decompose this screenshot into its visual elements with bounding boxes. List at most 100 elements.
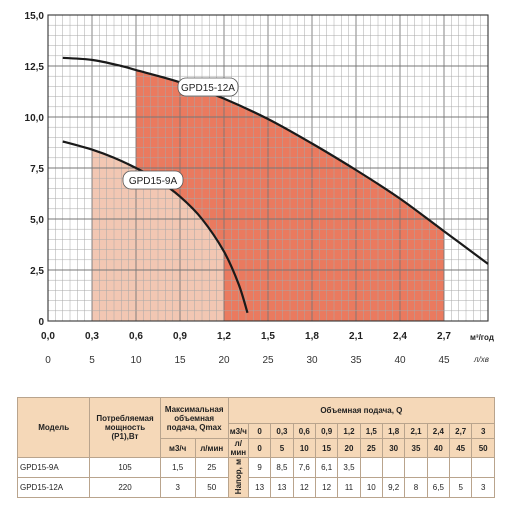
q-lmin-cell: 5 — [270, 438, 294, 458]
x-tick-label: 2,1 — [349, 331, 363, 342]
x2-tick-label: 10 — [130, 355, 142, 366]
x-tick-label: 1,5 — [261, 331, 275, 342]
head-cell: 12 — [314, 477, 339, 498]
power-cell: 220 — [89, 477, 161, 498]
x-axis-unit-label: м³/год — [470, 333, 494, 342]
header-head-label: Напор, м — [233, 458, 243, 495]
x2-tick-label: 15 — [174, 355, 186, 366]
head-cell — [426, 457, 451, 478]
pump-spec-table: Модель Потребляемая мощность (Р1),Вт Мак… — [16, 397, 496, 498]
head-cell: 12 — [292, 477, 316, 498]
x2-tick-label: 5 — [89, 355, 95, 366]
q-m3h-cell: 2,7 — [449, 423, 473, 439]
callout-gpd15-12a: GPD15-12A — [177, 77, 239, 97]
x2-tick-label: 45 — [438, 355, 450, 366]
head-cell: 8,5 — [270, 457, 294, 478]
q-m3h-cell: 1,2 — [337, 423, 361, 439]
x-tick-label: 1,8 — [305, 331, 319, 342]
x-tick-label: 0,6 — [129, 331, 143, 342]
head-cell: 11 — [337, 477, 361, 498]
q-m3h-cell: 1,8 — [381, 423, 406, 439]
x2-tick-label: 30 — [306, 355, 318, 366]
header-volume-flow: Объемная подача, Q — [227, 397, 496, 424]
chart-grid — [47, 14, 489, 322]
q-m3h-cell: 0,6 — [292, 423, 316, 439]
x2-tick-label: 40 — [394, 355, 406, 366]
y-axis-tick-labels: 0 2,5 5,0 7,5 10,0 12,5 15,0 — [25, 11, 45, 328]
q-m3h-cell: 0,9 — [314, 423, 339, 439]
head-cell: 9 — [247, 457, 272, 478]
y-tick-label: 10,0 — [25, 113, 45, 124]
series-label-gpd15-12a: GPD15-12A — [181, 83, 235, 94]
q-m3h-cell: 0,3 — [270, 423, 294, 439]
head-cell — [449, 457, 473, 478]
header-model: Модель — [16, 397, 91, 458]
x-tick-label: 2,7 — [437, 331, 451, 342]
plot-frame — [47, 14, 489, 322]
q-lmin-cell: 40 — [426, 438, 451, 458]
x2-tick-label: 35 — [350, 355, 362, 366]
q-lmin-cell: 10 — [292, 438, 316, 458]
series-label-gpd15-9a: GPD15-9A — [129, 176, 178, 187]
y-tick-label: 7,5 — [30, 164, 44, 175]
head-cell: 6,1 — [314, 457, 339, 478]
qmax-m3h-cell: 1,5 — [159, 457, 196, 478]
head-cell — [359, 457, 383, 478]
y-tick-label: 2,5 — [30, 266, 44, 277]
head-cell: 3 — [471, 477, 495, 498]
q-lmin-cell: 45 — [449, 438, 473, 458]
q-m3h-cell: 2,1 — [404, 423, 428, 439]
header-max-flow: Максимальная объемная подача, Qmax — [159, 397, 229, 439]
table-row: GPD15-9A 105 1,5 25 Напор, м 9 8,5 7,6 6… — [16, 457, 495, 498]
curve-gpd15-12a — [62, 56, 489, 265]
qmax-lmin-cell: 25 — [194, 457, 229, 478]
model-cell: GPD15-12A — [16, 477, 91, 498]
y-tick-label: 0 — [38, 317, 44, 328]
q-lmin-cell: 35 — [404, 438, 428, 458]
q-lmin-cell: 50 — [471, 438, 495, 458]
y-tick-label: 5,0 — [30, 215, 44, 226]
x-tick-label: 0,9 — [173, 331, 187, 342]
head-cell: 7,6 — [292, 457, 316, 478]
qmax-lmin-cell: 50 — [194, 477, 229, 498]
q-lmin-cell: 20 — [337, 438, 361, 458]
header-qmax-m3h: м3/ч — [159, 438, 196, 458]
table-row: GPD15-12A 220 3 50 13 13 12 12 11 10 9,2… — [16, 477, 495, 498]
q-lmin-cell: 0 — [247, 438, 272, 458]
q-m3h-cell: 3 — [471, 423, 495, 439]
header-head: Напор, м — [227, 457, 249, 498]
x-tick-label: 0,3 — [85, 331, 99, 342]
q-lmin-cell: 15 — [314, 438, 339, 458]
head-cell — [404, 457, 428, 478]
q-m3h-cell: 1,5 — [359, 423, 383, 439]
q-m3h-cell: 2,4 — [426, 423, 451, 439]
head-cell: 6,5 — [426, 477, 451, 498]
head-cell: 8 — [404, 477, 428, 498]
head-cell — [381, 457, 406, 478]
y-tick-label: 12,5 — [25, 62, 45, 73]
y-tick-label: 15,0 — [25, 11, 45, 22]
x-axis-tick-labels: 0,0 0,3 0,6 0,9 1,2 1,5 1,8 2,1 2,4 2,7 — [41, 331, 451, 342]
head-cell: 10 — [359, 477, 383, 498]
x2-axis-unit-label: л/хв — [473, 355, 489, 364]
q-lmin-cell: 25 — [359, 438, 383, 458]
header-unit-m3h: м3/ч — [227, 423, 249, 439]
x2-tick-label: 20 — [218, 355, 230, 366]
x2-axis-tick-labels: 0 5 10 15 20 25 30 35 40 45 — [45, 355, 450, 366]
head-cell: 13 — [270, 477, 294, 498]
header-qmax-lmin: л/мин — [194, 438, 229, 458]
x2-tick-label: 0 — [45, 355, 51, 366]
callout-gpd15-9a: GPD15-9A — [122, 170, 184, 190]
x2-tick-label: 25 — [262, 355, 274, 366]
head-cell — [471, 457, 495, 478]
x-tick-label: 0,0 — [41, 331, 55, 342]
head-cell: 5 — [449, 477, 473, 498]
x-tick-label: 1,2 — [217, 331, 231, 342]
header-unit-lmin: л/мин — [227, 438, 249, 458]
power-cell: 105 — [89, 457, 161, 478]
x-tick-label: 2,4 — [393, 331, 407, 342]
pump-performance-chart: 0 2,5 5,0 7,5 10,0 12,5 15,0 0,0 0,3 0,6 0,9 1,2 1,… — [25, 11, 494, 366]
head-cell: 3,5 — [337, 457, 361, 478]
model-cell: GPD15-9A — [16, 457, 91, 478]
header-power: Потребляемая мощность (Р1),Вт — [89, 397, 161, 458]
